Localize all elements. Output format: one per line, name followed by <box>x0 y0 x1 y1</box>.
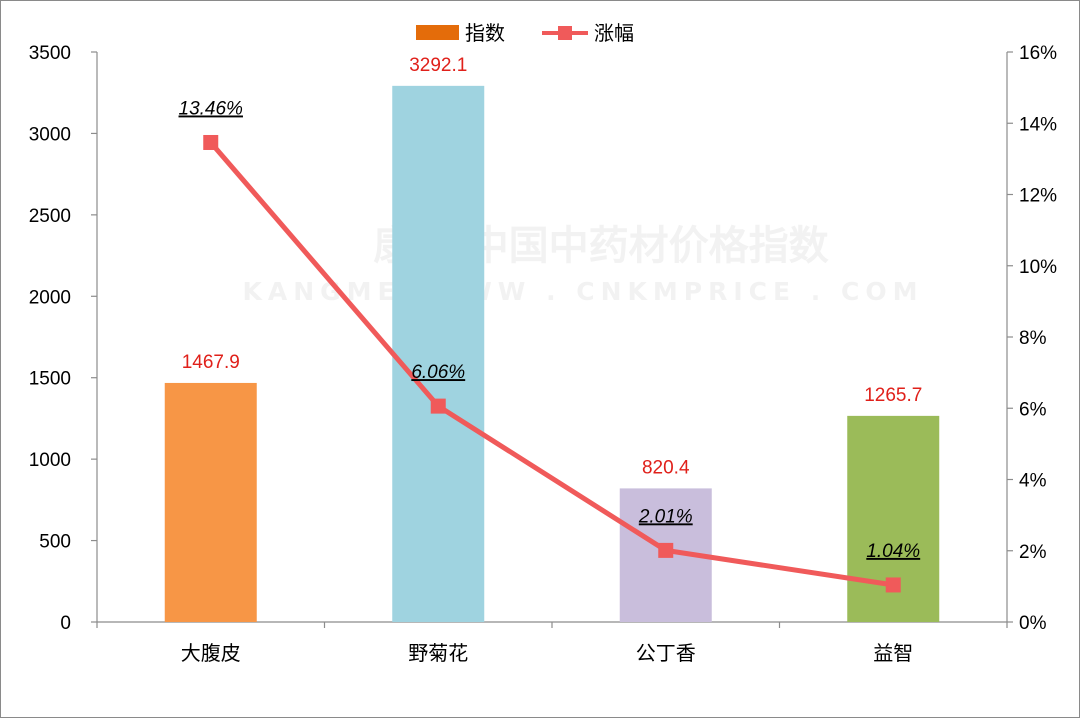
legend: 指数 涨幅 <box>416 21 634 45</box>
left-tick-label: 2500 <box>29 206 71 227</box>
right-tick-label: 4% <box>1019 471 1047 492</box>
left-tick-label: 3500 <box>29 43 71 64</box>
data-labels: 1467.9 3292.1 820.4 1265.7 13.46% 6.06% 2.01% 1… <box>179 55 923 562</box>
right-tick-label: 16% <box>1019 43 1057 64</box>
bar-value-label: 3292.1 <box>409 55 467 76</box>
right-tick-label: 2% <box>1019 542 1047 563</box>
category-label: 公丁香 <box>636 641 696 665</box>
line-marker <box>203 134 219 150</box>
line-series <box>203 134 901 593</box>
right-tick-label: 12% <box>1019 186 1057 207</box>
legend-line-marker <box>558 26 572 40</box>
left-tick-label: 0 <box>60 613 71 634</box>
legend-bar-swatch <box>416 25 459 40</box>
bar-value-label: 820.4 <box>642 457 690 478</box>
category-label: 大腹皮 <box>181 641 241 665</box>
right-tick-label: 0% <box>1019 613 1047 634</box>
watermark-url: KANGMEI WWW . CNKMPRICE . COM <box>243 277 924 306</box>
line-value-label: 1.04% <box>866 541 920 562</box>
legend-bar-label: 指数 <box>465 21 505 45</box>
left-tick-label: 1000 <box>29 450 71 471</box>
left-tick-label: 1500 <box>29 369 71 390</box>
category-label: 野菊花 <box>408 641 468 665</box>
line-value-label: 13.46% <box>179 98 244 119</box>
line-marker <box>430 398 446 414</box>
line-value-label: 6.06% <box>411 362 465 383</box>
right-tick-label: 10% <box>1019 257 1057 278</box>
line-value-label: 2.01% <box>638 506 693 527</box>
legend-line-label: 涨幅 <box>594 21 634 45</box>
left-tick-label: 500 <box>39 532 71 553</box>
right-tick-label: 6% <box>1019 399 1047 420</box>
left-tick-label: 3000 <box>29 124 71 145</box>
category-label: 益智 <box>873 641 913 665</box>
right-tick-label: 14% <box>1019 114 1057 135</box>
right-tick-label: 8% <box>1019 328 1047 349</box>
line-marker <box>658 542 674 558</box>
line-marker <box>885 577 901 593</box>
bar-野菊花 <box>392 85 485 622</box>
bar-大腹皮 <box>164 382 257 622</box>
bars-group <box>164 85 940 622</box>
left-tick-label: 2000 <box>29 287 71 308</box>
bar-value-label: 1265.7 <box>864 385 922 406</box>
line-path <box>208 140 894 588</box>
bar-value-label: 1467.9 <box>182 352 240 373</box>
